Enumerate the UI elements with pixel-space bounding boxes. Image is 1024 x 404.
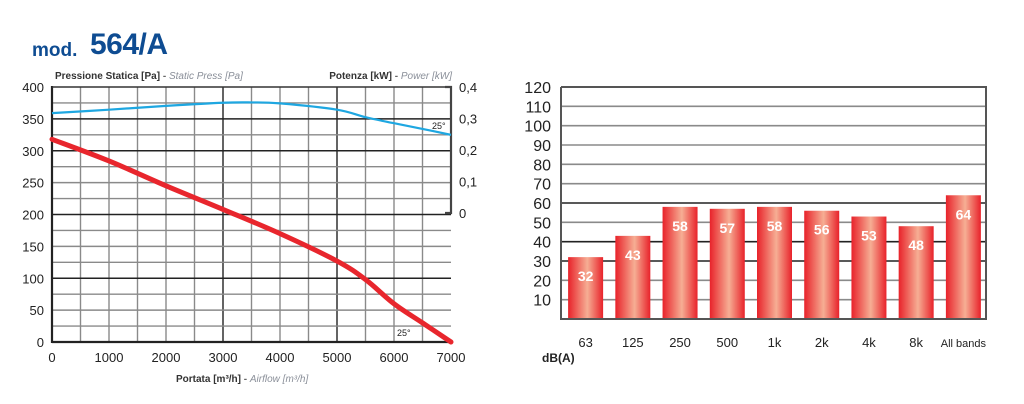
noise-chart-frame (560, 86, 987, 320)
power-tick-label: 0,3 (459, 112, 477, 127)
power-tick-label: 0,2 (459, 143, 477, 158)
bar (757, 206, 792, 319)
bar-value-label: 32 (578, 268, 594, 284)
bar-value-label: 58 (767, 218, 783, 234)
power-curve-line (51, 101, 452, 136)
noise-bar-chart: 32 43 58 57 58 56 53 48 64 10 20 30 40 50 60 70 80 90 100… (524, 80, 987, 365)
pressure-tick-label: 300 (22, 144, 44, 159)
noise-tick-label: 90 (533, 138, 551, 155)
pressure-axis-ticks: 0 50 100 150 200 250 300 350 400 (22, 80, 44, 350)
airflow-tick-label: 5000 (323, 350, 352, 365)
band-label: 500 (716, 335, 738, 350)
bar (615, 235, 651, 319)
band-label: 63 (578, 335, 592, 350)
pressure-tick-label: 250 (22, 176, 44, 191)
power-tick-label: 0,1 (459, 175, 477, 190)
bar-value-label: 48 (908, 237, 924, 253)
pressure-curve-line (49, 136, 454, 345)
airflow-tick-label: 0 (48, 350, 55, 365)
noise-tick-label: 120 (524, 80, 551, 97)
noise-tick-label: 60 (533, 196, 551, 213)
band-label: All bands (941, 338, 987, 350)
pressure-tick-label: 200 (22, 208, 44, 223)
noise-axis-ticks: 10 20 30 40 50 60 70 80 90 100 110 120 (524, 80, 551, 310)
band-label: 2k (815, 335, 829, 350)
bar-item: 58 (757, 206, 792, 319)
noise-tick-label: 70 (533, 177, 551, 194)
noise-chart-bars: 32 43 58 57 58 56 53 48 64 (568, 195, 981, 319)
pressure-tick-label: 400 (22, 80, 44, 95)
bar-item: 64 (945, 195, 981, 319)
noise-tick-label: 10 (533, 293, 551, 310)
bar-item: 43 (615, 235, 651, 319)
fan-curve-chart: 25° 25° 0 50 100 150 200 250 300 350 400 0 0,1 0,2… (22, 71, 477, 385)
bar-value-label: 43 (625, 247, 641, 263)
pressure-axis-label: Pressione Statica [Pa] - Static Press [P… (55, 71, 243, 82)
noise-tick-label: 50 (533, 215, 551, 232)
power-tick-label: 0 (459, 206, 466, 221)
airflow-axis-ticks: 0 1000 2000 3000 4000 5000 6000 7000 (48, 350, 465, 365)
bar-value-label: 53 (861, 228, 877, 244)
model-number: 564/A (90, 28, 168, 61)
pressure-tick-label: 0 (37, 335, 44, 350)
bar (851, 216, 887, 319)
bar-value-label: 57 (719, 220, 735, 236)
noise-tick-label: 80 (533, 157, 551, 174)
pressure-tick-label: 350 (22, 112, 44, 127)
noise-tick-label: 20 (533, 273, 551, 290)
chart-frame (560, 86, 987, 320)
airflow-axis-label: Portata [m³/h] - Airflow [m³/h] (176, 374, 308, 385)
pressure-tick-label: 100 (22, 271, 44, 286)
bar-item: 53 (851, 216, 887, 319)
bar (709, 208, 745, 319)
bar (662, 206, 698, 319)
bar (898, 226, 934, 319)
bar-value-label: 56 (814, 222, 830, 238)
frequency-band-labels: 63 125 250 500 1k 2k 4k 8k All bands (578, 335, 986, 350)
noise-tick-label: 40 (533, 235, 551, 252)
noise-tick-label: 110 (525, 99, 551, 116)
bar-value-label: 58 (672, 218, 688, 234)
airflow-tick-label: 2000 (152, 350, 181, 365)
fan-curve-frame (50, 85, 453, 344)
bar-item: 48 (898, 226, 934, 319)
bar (568, 257, 604, 319)
airflow-tick-label: 3000 (209, 350, 238, 365)
fan-curve-grid (52, 87, 451, 342)
band-label: 4k (862, 335, 876, 350)
power-tick-label: 0,4 (459, 80, 477, 95)
airflow-tick-label: 6000 (380, 350, 409, 365)
power-curve-annotation: 25° (432, 121, 446, 131)
pressure-curve-annotation: 25° (397, 328, 411, 338)
noise-tick-label: 30 (533, 254, 551, 271)
bar-item: 57 (709, 208, 745, 319)
band-label: 8k (909, 335, 923, 350)
bar (945, 195, 981, 319)
mod-label: mod. (32, 40, 78, 61)
airflow-tick-label: 4000 (266, 350, 295, 365)
db-a-label: dB(A) (542, 351, 575, 365)
pressure-tick-label: 150 (22, 239, 44, 254)
band-label: 1k (768, 335, 782, 350)
power-axis-label: Potenza [kW] - Power [kW] (329, 71, 452, 82)
airflow-tick-label: 1000 (95, 350, 124, 365)
pressure-tick-label: 50 (30, 303, 44, 318)
bar-item: 32 (568, 257, 604, 319)
noise-tick-label: 100 (524, 119, 551, 136)
bar-item: 56 (804, 210, 840, 319)
bar-item: 58 (662, 206, 698, 319)
bar-value-label: 64 (956, 206, 972, 222)
power-axis-bracket (445, 85, 453, 215)
power-axis-ticks: 0 0,1 0,2 0,3 0,4 (459, 80, 477, 221)
band-label: 125 (622, 335, 644, 350)
band-label: 250 (669, 335, 691, 350)
airflow-tick-label: 7000 (437, 350, 466, 365)
bar (804, 210, 840, 319)
